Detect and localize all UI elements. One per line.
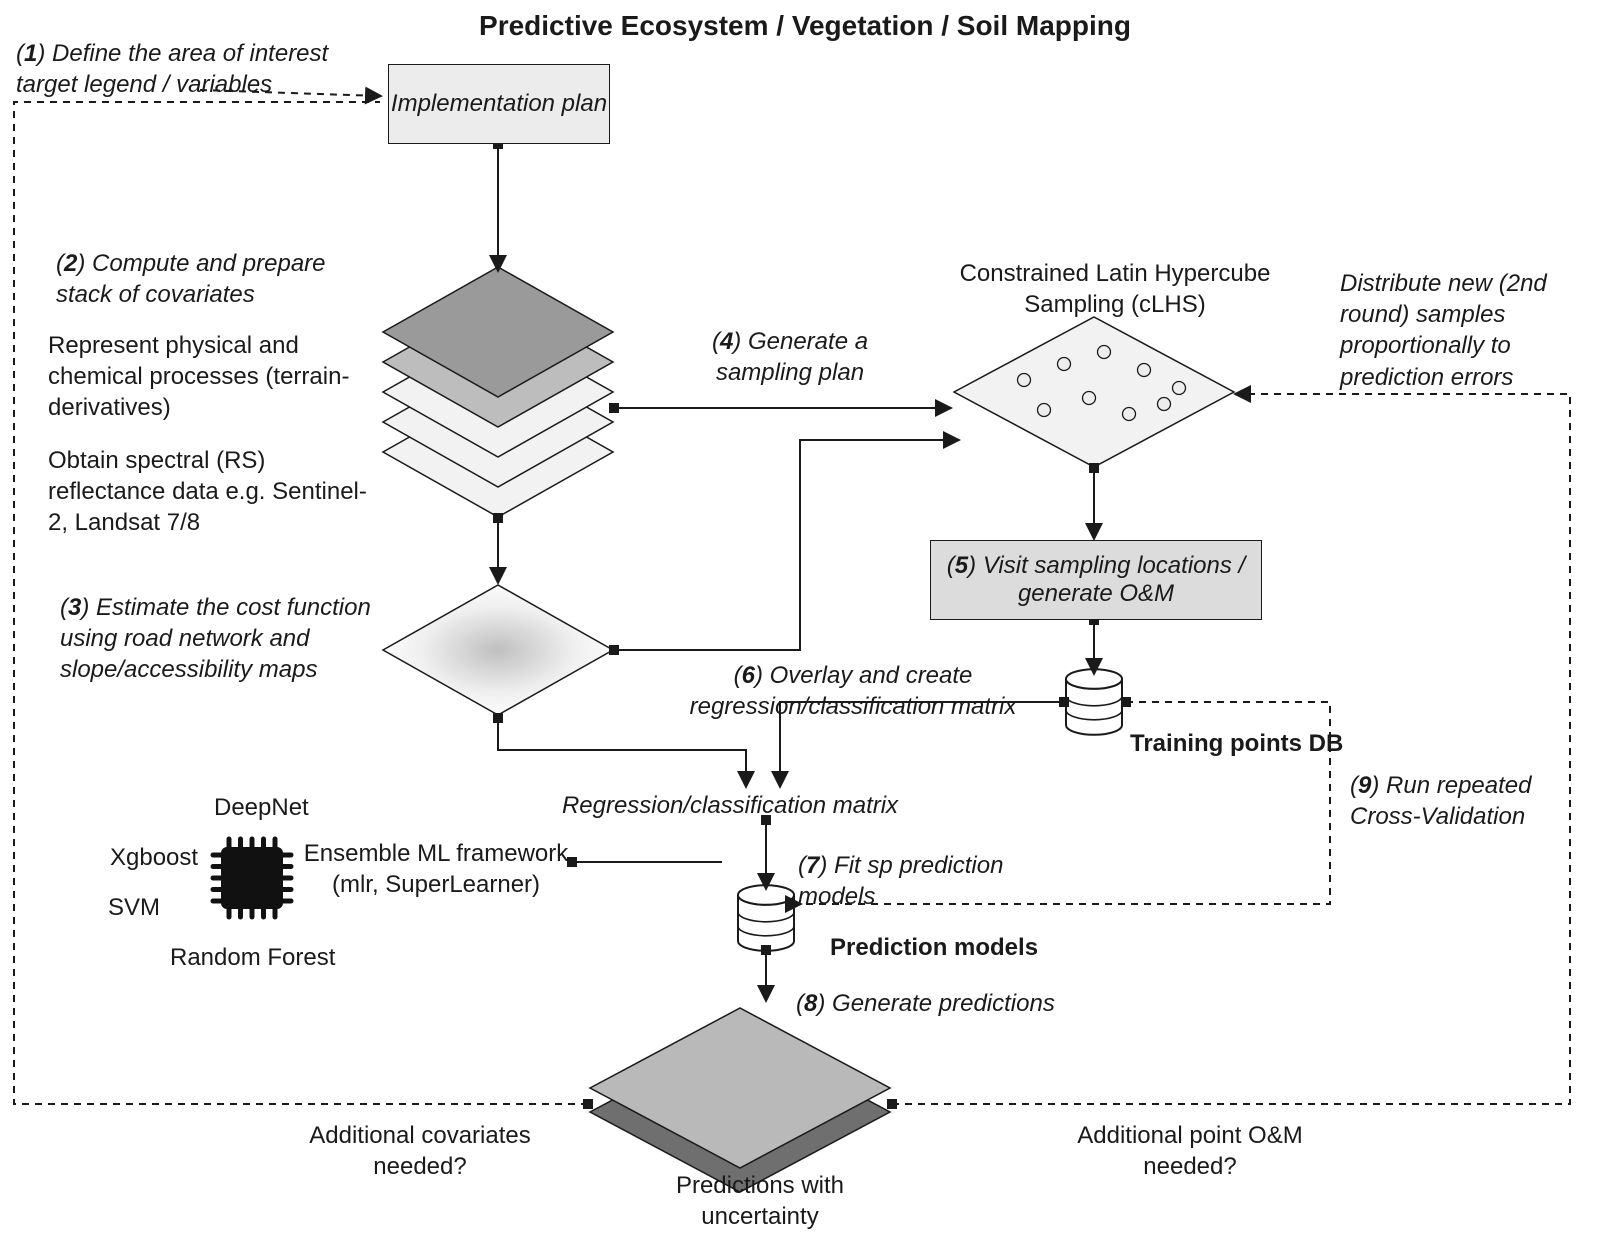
- covariates-desc-1: Represent physical and chemical processe…: [48, 330, 368, 424]
- covariates-desc-2: Obtain spectral (RS) reflectance data e.…: [48, 445, 368, 539]
- ensemble-label: Ensemble ML framework (mlr, SuperLearner…: [296, 838, 576, 900]
- distribute-note: Distribute new (2nd round) samples propo…: [1340, 268, 1600, 393]
- visit-sampling-box: (5) Visit sampling locations / generate …: [930, 540, 1262, 620]
- ml-rf: Random Forest: [170, 942, 370, 973]
- step-1-label: (1) Define the area of interest target l…: [16, 38, 356, 100]
- ml-svm: SVM: [108, 892, 268, 923]
- step-3-label: (3) Estimate the cost function using roa…: [60, 592, 380, 686]
- prediction-models-label: Prediction models: [830, 932, 1090, 963]
- step-7-label: (7) Fit sp prediction models: [798, 850, 1058, 912]
- implementation-plan-box: Implementation plan: [388, 64, 610, 144]
- step-4-label: (4) Generate a sampling plan: [690, 326, 890, 388]
- clhs-label: Constrained Latin Hypercube Sampling (cL…: [920, 258, 1310, 320]
- step-6-label: (6) Overlay and create regression/classi…: [648, 660, 1058, 722]
- step-2-label: (2) Compute and prepare stack of covaria…: [56, 248, 376, 310]
- q-points: Additional point O&M needed?: [1040, 1120, 1340, 1182]
- step-9-label: (9) Run repeated Cross-Validation: [1350, 770, 1590, 832]
- ml-xgboost: Xgboost: [110, 842, 270, 873]
- step-8-label: (8) Generate predictions: [796, 988, 1096, 1019]
- pred-with-uncertainty: Predictions with uncertainty: [630, 1170, 890, 1232]
- ml-deepnet: DeepNet: [214, 792, 374, 823]
- page-title: Predictive Ecosystem / Vegetation / Soil…: [445, 8, 1165, 44]
- q-covariates: Additional covariates needed?: [290, 1120, 550, 1182]
- training-db-label: Training points DB: [1130, 728, 1390, 759]
- visit-sampling-label: (5) Visit sampling locations / generate …: [931, 552, 1261, 608]
- reg-matrix-label: Regression/classification matrix: [520, 790, 940, 821]
- implementation-plan-label: Implementation plan: [391, 90, 607, 118]
